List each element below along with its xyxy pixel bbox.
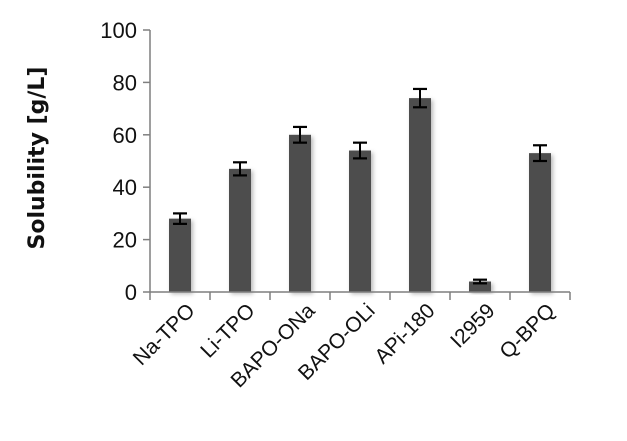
y-tick-label: 80: [113, 70, 137, 95]
error-bar: [353, 141, 367, 160]
y-axis-title: Solubility [g/L]: [25, 67, 50, 250]
x-tick-label: I2959: [446, 299, 499, 352]
bar-li-tpo: [229, 168, 251, 292]
y-tick-label: 40: [113, 175, 137, 200]
error-bar: [533, 144, 547, 163]
bar-q-bpq: [529, 153, 551, 292]
bar-api-180: [409, 98, 431, 293]
y-tick-label: 100: [100, 18, 137, 43]
x-tick-label: APi-180: [370, 299, 439, 368]
bar-na-tpo: [169, 218, 191, 292]
bar-i2959: [469, 281, 491, 292]
error-bars: [173, 87, 547, 285]
error-bar: [413, 87, 427, 109]
bar-bapo-oli: [349, 150, 371, 292]
bars: [169, 98, 551, 293]
y-tick-label: 0: [125, 280, 137, 305]
error-bar: [293, 125, 307, 144]
y-axis: 0 20 40 60 80 100: [100, 18, 151, 305]
y-tick-label: 60: [113, 123, 137, 148]
error-bar: [233, 161, 247, 177]
bar-bapo-ona: [289, 134, 311, 292]
y-tick-label: 20: [113, 228, 137, 253]
error-bar: [173, 212, 187, 225]
x-tick-label: Q-BPQ: [495, 299, 559, 363]
error-bar: [473, 278, 487, 285]
x-tick-label: Na-TPO: [129, 299, 200, 370]
